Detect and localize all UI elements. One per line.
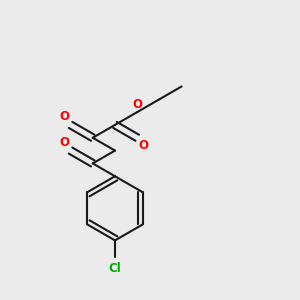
Text: O: O xyxy=(59,136,69,149)
Text: O: O xyxy=(139,139,149,152)
Text: Cl: Cl xyxy=(109,262,122,275)
Text: O: O xyxy=(59,110,69,124)
Text: O: O xyxy=(132,98,142,111)
